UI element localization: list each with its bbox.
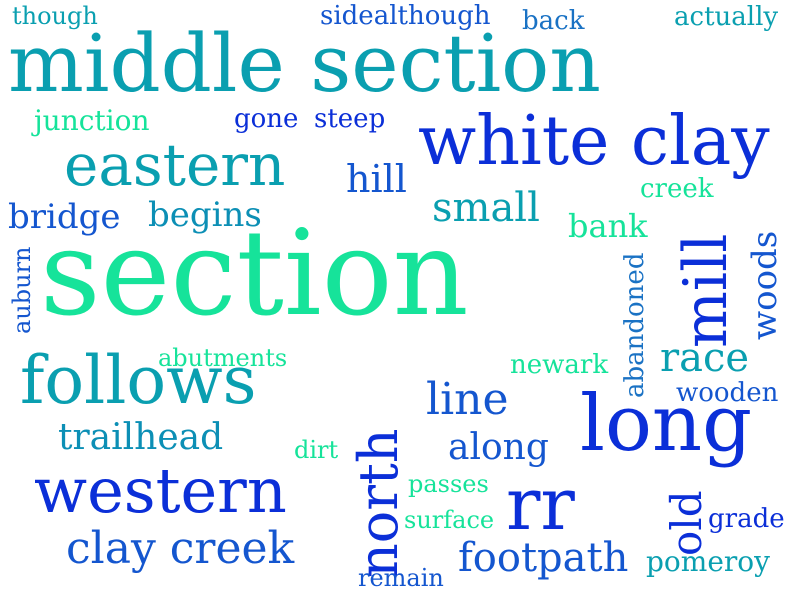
word-bridge: bridge [8,197,121,237]
word-clay-creek: clay creek [66,523,295,574]
word-along: along [448,427,549,468]
word-abandoned: abandoned [620,252,650,398]
word-footpath: footpath [458,535,629,581]
word-abutments: abutments [158,344,288,372]
word-actually: actually [674,2,779,32]
word-sidealthough: sidealthough [320,1,491,31]
word-though: though [12,2,98,30]
word-race: race [660,335,750,381]
word-junction: junction [34,104,150,137]
word-rr: rr [506,462,575,546]
word-hill: hill [346,157,407,201]
word-middle-section: middle section [8,17,601,110]
word-mill: mill [671,233,741,348]
word-remain: remain [358,564,444,592]
word-auburn: auburn [8,246,36,334]
word-white-clay: white clay [418,102,770,181]
word-follows: follows [20,342,257,419]
word-dirt: dirt [294,436,339,464]
word-creek: creek [640,174,714,204]
word-wooden: wooden [676,378,779,408]
word-line: line [426,374,509,425]
word-steep: steep [314,104,386,134]
word-pomeroy: pomeroy [646,545,770,578]
word-begins: begins [148,195,262,235]
word-gone: gone [234,104,299,134]
word-trailhead: trailhead [58,417,224,458]
word-passes: passes [408,470,489,498]
word-north: north [347,428,410,578]
word-long: long [580,379,753,469]
word-western: western [34,454,287,527]
word-surface: surface [404,506,495,534]
word-grade: grade [708,504,785,534]
word-newark: newark [510,350,609,380]
word-small: small [432,185,540,231]
word-woods: woods [745,230,785,340]
word-eastern: eastern [64,131,286,199]
word-section: section [40,204,469,342]
word-back: back [522,6,585,36]
word-bank: bank [568,207,648,245]
